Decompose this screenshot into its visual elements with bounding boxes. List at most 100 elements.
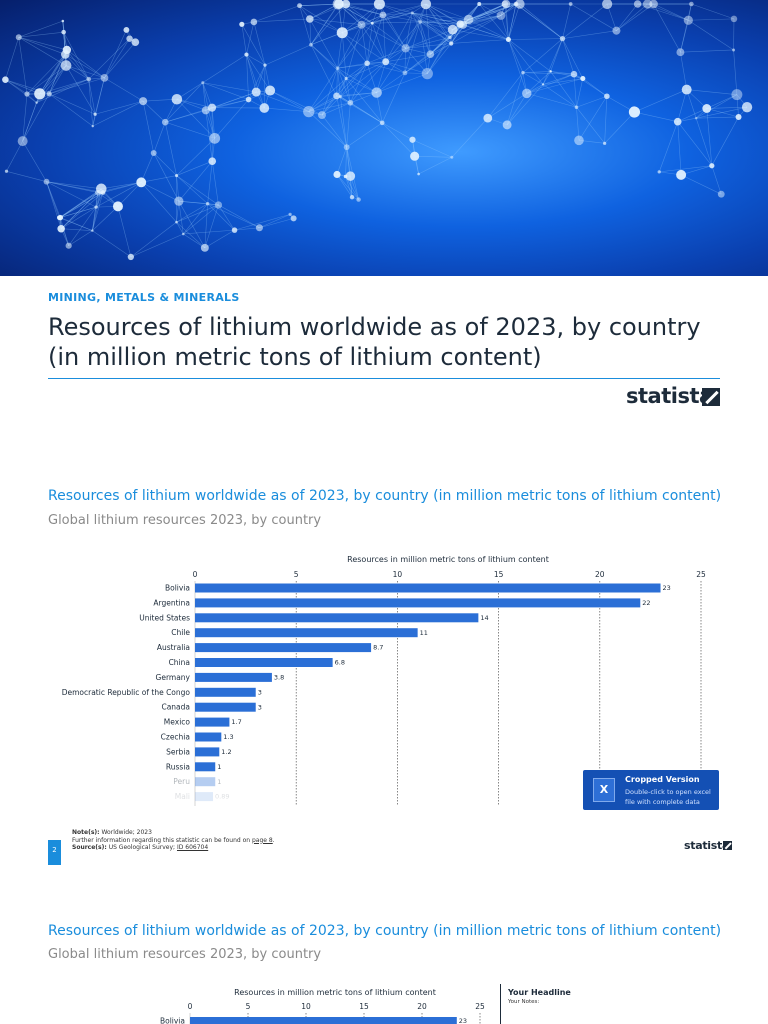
network-node [676, 169, 687, 180]
network-link [46, 181, 61, 218]
network-link [95, 192, 104, 208]
network-node [379, 11, 387, 19]
network-node [91, 124, 94, 128]
network-link [688, 18, 734, 21]
network-link [259, 218, 294, 229]
network-link [479, 3, 502, 16]
sources-link[interactable]: ID 606704 [176, 844, 209, 851]
network-link [92, 114, 96, 127]
network-link [381, 72, 406, 123]
network-node [265, 85, 276, 96]
network-link [46, 181, 62, 229]
network-link [376, 48, 406, 93]
network-node [580, 75, 586, 82]
network-node [303, 105, 315, 118]
network-link [634, 89, 687, 113]
network-link [337, 68, 341, 97]
network-link [412, 12, 452, 44]
info-text: Further information regarding this stati… [72, 836, 251, 844]
network-link [68, 230, 93, 246]
network-link [308, 78, 347, 112]
network-node [136, 177, 147, 188]
network-node [426, 50, 435, 58]
network-node [127, 253, 135, 261]
data-label: 22 [642, 599, 650, 607]
network-link [508, 3, 521, 40]
network-link [336, 92, 377, 97]
network-link [92, 100, 144, 127]
network-link [508, 3, 517, 40]
network-link [680, 174, 722, 195]
notes-text: Worldwide; 2023 [101, 829, 152, 836]
network-link [542, 73, 575, 85]
network-node [447, 24, 458, 35]
network-link [246, 54, 265, 109]
network-link [337, 23, 373, 69]
network-link [562, 3, 571, 39]
info-link[interactable]: page 8 [252, 836, 273, 844]
network-node [496, 11, 506, 20]
network-link [178, 160, 213, 202]
statista-logo-small: statista [684, 839, 730, 852]
network-node [95, 183, 107, 195]
network-link [88, 79, 96, 115]
bar [195, 613, 479, 623]
network-link [367, 62, 406, 74]
network-node [335, 66, 340, 70]
network-link [430, 29, 453, 55]
network-link [688, 20, 734, 51]
network-link [405, 29, 453, 49]
network-link [336, 63, 368, 97]
network-link [361, 12, 413, 26]
network-link [101, 182, 142, 190]
network-link [420, 21, 461, 25]
notes-label: Note(s): [72, 829, 100, 836]
network-link [234, 214, 291, 231]
network-link [562, 38, 575, 75]
network-link [427, 43, 452, 74]
network-link [350, 61, 386, 103]
network-node [410, 11, 414, 15]
network-link [425, 3, 464, 26]
network-link [178, 200, 219, 206]
network-link [361, 24, 406, 49]
network-link [183, 229, 235, 235]
data-label: 1.2 [221, 748, 231, 756]
network-link [550, 38, 563, 72]
network-link [449, 15, 502, 38]
network-node [574, 135, 584, 146]
side-notes: Your Notes: [508, 999, 540, 1005]
network-node [263, 63, 267, 67]
network-link [487, 93, 527, 119]
cropped-version-button[interactable]: X Cropped Version Double-click to open e… [583, 770, 719, 810]
network-link [616, 3, 638, 31]
hero-banner [0, 0, 768, 276]
category-label: United States [139, 613, 190, 622]
network-node [612, 26, 621, 35]
network-link [706, 108, 739, 118]
network-link [310, 3, 340, 45]
network-link [519, 3, 563, 39]
network-link [183, 203, 208, 235]
network-link [696, 116, 739, 119]
network-node [450, 155, 454, 159]
network-link [695, 94, 738, 119]
network-node [2, 76, 9, 83]
network-node [501, 0, 511, 9]
network-link [500, 15, 509, 40]
network-link [345, 176, 353, 198]
network-link [309, 18, 343, 34]
statista-logo-small-icon [723, 841, 732, 850]
bar [195, 598, 641, 608]
network-link [522, 72, 575, 75]
network-node [259, 103, 270, 113]
network-link [405, 3, 427, 49]
network-link [153, 122, 166, 154]
network-link [60, 192, 104, 218]
data-label: 8.7 [373, 644, 383, 652]
network-node [420, 0, 432, 10]
network-link [350, 102, 383, 124]
category-label: Mali [175, 792, 190, 801]
network-node [356, 197, 361, 202]
network-link [526, 73, 575, 94]
